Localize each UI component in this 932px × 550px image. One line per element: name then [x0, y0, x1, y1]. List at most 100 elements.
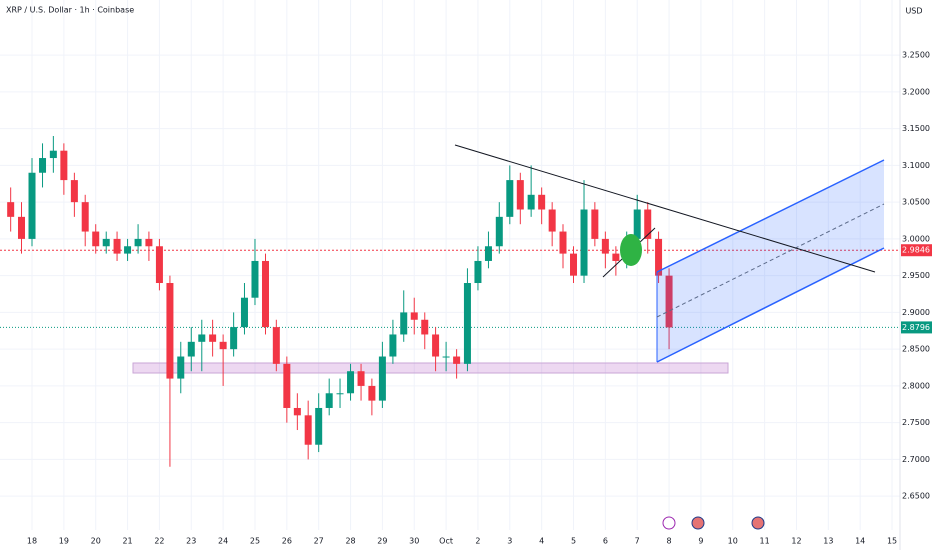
candle-body: [665, 275, 673, 328]
candle-body: [315, 407, 323, 445]
x-tick-label: 26: [282, 537, 292, 546]
x-tick-label: 15: [887, 537, 897, 546]
candle-body: [432, 334, 440, 357]
event-icon[interactable]: [691, 516, 705, 530]
y-tick-label: 3.2500: [902, 51, 930, 60]
candles: [7, 135, 673, 467]
support-zone: [132, 362, 729, 374]
candle-body: [410, 312, 418, 320]
x-tick-label: 27: [314, 537, 324, 546]
candle-body: [474, 260, 482, 284]
x-tick-label: 6: [603, 537, 608, 546]
candle-body: [28, 172, 36, 239]
candle-body: [400, 312, 408, 335]
price-label: 2.8796: [902, 323, 930, 332]
candle-body: [527, 194, 535, 210]
event-icon[interactable]: [662, 516, 676, 530]
candle-body: [124, 246, 132, 254]
candle-body: [113, 238, 121, 254]
candle-body: [633, 209, 641, 239]
x-tick-label: 22: [154, 537, 164, 546]
x-tick-label: Oct: [439, 537, 453, 546]
candle-body: [655, 238, 663, 276]
y-tick-label: 3.1500: [902, 124, 930, 133]
candle-body: [70, 180, 78, 203]
marker-ellipse: [620, 234, 642, 266]
candle-body: [166, 283, 174, 379]
candle-body: [219, 341, 227, 350]
candle-body: [506, 180, 514, 217]
candle-body: [559, 231, 567, 254]
candle-body: [495, 216, 503, 247]
candle-body: [49, 150, 57, 159]
x-tick-label: 25: [250, 537, 260, 546]
y-tick-label: 3.0500: [902, 198, 930, 207]
candle-body: [134, 238, 142, 247]
candle-body: [421, 319, 429, 335]
price-label-box: [901, 321, 932, 334]
candle-body: [283, 363, 291, 408]
candle-body: [389, 334, 397, 357]
candle-body: [304, 415, 312, 445]
candle-body: [357, 371, 365, 386]
currency-label[interactable]: USD: [905, 7, 922, 16]
candle-body: [261, 260, 269, 328]
x-tick-label: 20: [91, 537, 101, 546]
y-tick-label: 2.9000: [902, 308, 930, 317]
x-tick-label: 8: [667, 537, 672, 546]
candle-body: [155, 246, 163, 284]
candle-body: [293, 407, 301, 416]
candle-body: [187, 341, 195, 357]
candle-body: [347, 371, 355, 394]
x-tick-label: 7: [635, 537, 640, 546]
candle-body: [240, 297, 248, 328]
y-tick-label: 3.1000: [902, 161, 930, 170]
candle-body: [92, 231, 100, 247]
candle-body: [230, 327, 238, 350]
candle-body: [538, 194, 546, 210]
y-tick-label: 2.8000: [902, 381, 930, 390]
candle-body: [378, 356, 386, 401]
y-tick-label: 3.2000: [902, 87, 930, 96]
candle-body: [81, 202, 89, 232]
candle-body: [102, 238, 110, 247]
candle-body: [516, 180, 524, 210]
candle-body: [39, 158, 47, 173]
channel-mid: [656, 203, 885, 318]
x-tick-label: 2: [475, 537, 480, 546]
y-tick-label: 2.9500: [902, 271, 930, 280]
x-tick-label: 28: [345, 537, 355, 546]
channel-lower: [656, 247, 885, 363]
event-icon[interactable]: [751, 516, 765, 530]
x-tick-label: 14: [855, 537, 865, 546]
x-tick-label: 9: [698, 537, 703, 546]
x-tick-label: 19: [59, 537, 69, 546]
x-tick-label: 13: [823, 537, 833, 546]
y-tick-label: 2.7000: [902, 455, 930, 464]
y-tick-label: 3.0000: [902, 234, 930, 243]
x-tick-label: 30: [409, 537, 419, 546]
axes: 3.2500 3.2000 3.1500 3.1000 3.0500 3.0000 2.95…: [27, 51, 932, 546]
price-label-box: [901, 244, 932, 257]
x-tick-label: 23: [186, 537, 196, 546]
candle-body: [548, 209, 556, 232]
candle-body: [644, 209, 652, 239]
price-label: 2.9846: [902, 246, 930, 255]
trendline: [454, 144, 876, 273]
candle-body: [570, 253, 578, 276]
candle-body: [580, 209, 588, 276]
candle-body: [591, 209, 599, 239]
candle-body: [145, 238, 153, 247]
candle-body: [60, 150, 68, 181]
candle-body: [18, 216, 26, 239]
candle-body: [272, 327, 280, 364]
candle-body: [336, 393, 344, 395]
y-tick-label: 2.7500: [902, 418, 930, 427]
candle-body: [368, 385, 376, 401]
candle-body: [453, 356, 461, 364]
x-tick-label: 21: [122, 537, 132, 546]
x-tick-label: 4: [539, 537, 544, 546]
chart-title: XRP / U.S. Dollar · 1h · Coinbase: [6, 6, 134, 15]
candle-body: [484, 246, 492, 261]
